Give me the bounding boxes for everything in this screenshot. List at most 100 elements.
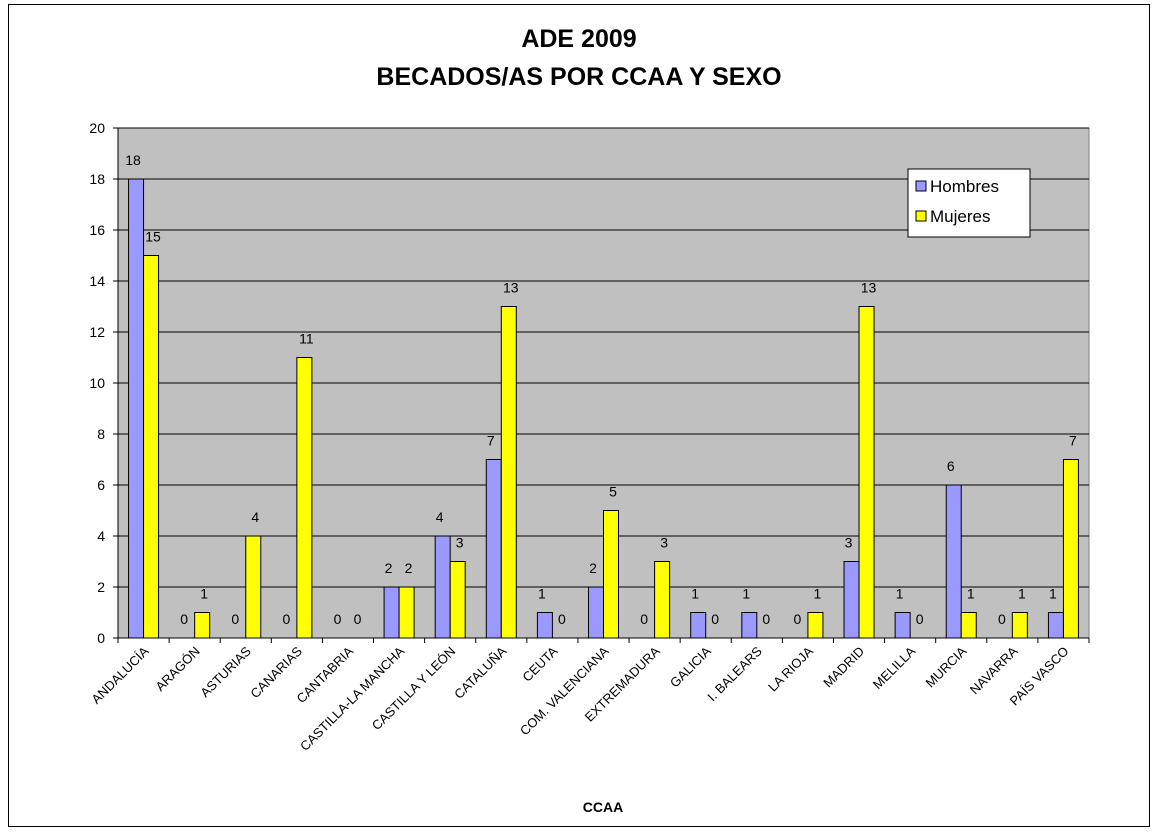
bar-mujeres bbox=[143, 255, 160, 639]
data-label: 0 bbox=[231, 611, 239, 627]
x-tick-label: ASTURIAS bbox=[197, 643, 254, 700]
data-label: 1 bbox=[896, 586, 904, 602]
y-tick-label: 12 bbox=[89, 324, 105, 340]
x-tick-label: COM. VALENCIANA bbox=[517, 643, 612, 738]
x-tick-label: I. BALEARS bbox=[704, 643, 765, 704]
data-label: 0 bbox=[334, 611, 342, 627]
data-label: 1 bbox=[200, 586, 208, 602]
chart-title-block: ADE 2009 BECADOS/AS POR CCAA Y SEXO bbox=[0, 20, 1158, 96]
data-label: 0 bbox=[180, 611, 188, 627]
x-tick-label: GALICIA bbox=[667, 643, 714, 690]
bar-hombres bbox=[741, 612, 758, 639]
data-label: 0 bbox=[558, 611, 566, 627]
data-label: 2 bbox=[385, 560, 393, 576]
bar-hombres bbox=[485, 459, 502, 639]
data-label: 0 bbox=[354, 611, 362, 627]
x-tick-label: ARAGÓN bbox=[152, 644, 202, 694]
bar-mujeres bbox=[1062, 459, 1079, 639]
data-label: 15 bbox=[145, 229, 161, 245]
x-tick-label: MELILLA bbox=[870, 643, 919, 692]
data-label: 3 bbox=[660, 535, 668, 551]
data-label: 13 bbox=[503, 280, 519, 296]
data-label: 1 bbox=[814, 586, 822, 602]
data-label: 11 bbox=[299, 331, 314, 347]
chart-subtitle: BECADOS/AS POR CCAA Y SEXO bbox=[376, 63, 782, 91]
y-tick-label: 18 bbox=[89, 171, 105, 187]
bar-hombres bbox=[843, 561, 860, 639]
data-label: 4 bbox=[251, 509, 259, 525]
data-label: 7 bbox=[1069, 433, 1077, 449]
legend-swatch-mujeres bbox=[915, 210, 927, 222]
data-label: 3 bbox=[845, 535, 853, 551]
data-label: 0 bbox=[640, 611, 648, 627]
x-tick-label: ANDALUCÍA bbox=[88, 643, 151, 706]
y-tick-label: 4 bbox=[97, 528, 105, 544]
data-label: 1 bbox=[1018, 586, 1026, 602]
data-label: 18 bbox=[125, 152, 141, 168]
bar-mujeres bbox=[449, 561, 466, 639]
data-label: 2 bbox=[405, 560, 413, 576]
data-label: 0 bbox=[794, 611, 802, 627]
bar-hombres bbox=[588, 586, 604, 639]
legend-label-hombres: Hombres bbox=[930, 177, 999, 196]
bar-mujeres bbox=[500, 306, 517, 639]
x-tick-label: MADRID bbox=[820, 644, 867, 691]
y-tick-label: 20 bbox=[89, 120, 105, 136]
y-tick-label: 14 bbox=[89, 273, 105, 289]
chart-title: ADE 2009 bbox=[521, 25, 637, 53]
data-label: 0 bbox=[711, 611, 719, 627]
y-tick-label: 8 bbox=[97, 426, 105, 442]
bar-hombres bbox=[536, 612, 553, 639]
bar-mujeres bbox=[807, 612, 824, 639]
legend-box bbox=[907, 168, 1031, 238]
bar-hombres bbox=[434, 535, 451, 639]
bar-hombres bbox=[945, 484, 962, 639]
x-tick-label: CATALUÑA bbox=[451, 643, 510, 702]
data-label: 1 bbox=[1049, 586, 1057, 602]
data-label: 2 bbox=[589, 560, 597, 576]
bar-hombres bbox=[383, 586, 400, 639]
y-tick-label: 2 bbox=[97, 579, 105, 595]
data-label: 13 bbox=[861, 280, 877, 296]
legend-label-mujeres: Mujeres bbox=[930, 207, 990, 226]
data-label: 3 bbox=[456, 535, 464, 551]
bar-mujeres bbox=[398, 586, 415, 639]
data-label: 7 bbox=[487, 433, 495, 449]
legend-swatch-hombres bbox=[915, 180, 927, 192]
x-tick-label: NAVARRA bbox=[967, 643, 1021, 697]
bar-mujeres bbox=[194, 612, 211, 639]
data-label: 0 bbox=[282, 611, 290, 627]
data-label: 0 bbox=[762, 611, 770, 627]
data-label: 6 bbox=[947, 458, 955, 474]
bar-mujeres bbox=[654, 561, 671, 639]
x-tick-label: CEUTA bbox=[519, 643, 560, 684]
x-tick-label: MURCIA bbox=[922, 643, 969, 690]
x-tick-label: LA RIOJA bbox=[765, 643, 816, 694]
data-label: 5 bbox=[609, 484, 617, 500]
x-axis-title: CCAA bbox=[583, 799, 623, 815]
y-tick-label: 16 bbox=[89, 222, 105, 238]
bar-mujeres bbox=[245, 535, 262, 639]
bar-hombres bbox=[894, 612, 911, 639]
x-tick-label: CASTILLA-LA MANCHA bbox=[297, 643, 407, 753]
data-label: 4 bbox=[436, 509, 444, 525]
data-label: 1 bbox=[742, 586, 750, 602]
y-tick-label: 0 bbox=[97, 630, 105, 646]
bar-hombres bbox=[128, 178, 145, 639]
data-label: 1 bbox=[967, 586, 975, 602]
bar-mujeres bbox=[960, 612, 977, 639]
bar-mujeres bbox=[1011, 612, 1028, 639]
data-label: 1 bbox=[691, 586, 699, 602]
data-label: 1 bbox=[538, 586, 546, 602]
bar-hombres bbox=[1047, 612, 1064, 639]
data-label: 0 bbox=[916, 611, 924, 627]
y-tick-label: 6 bbox=[97, 477, 105, 493]
bar-mujeres bbox=[603, 510, 619, 639]
bar-hombres bbox=[690, 612, 707, 639]
bar-mujeres bbox=[296, 357, 313, 639]
bar-mujeres bbox=[858, 306, 875, 639]
data-label: 0 bbox=[998, 611, 1006, 627]
y-tick-label: 10 bbox=[89, 375, 105, 391]
